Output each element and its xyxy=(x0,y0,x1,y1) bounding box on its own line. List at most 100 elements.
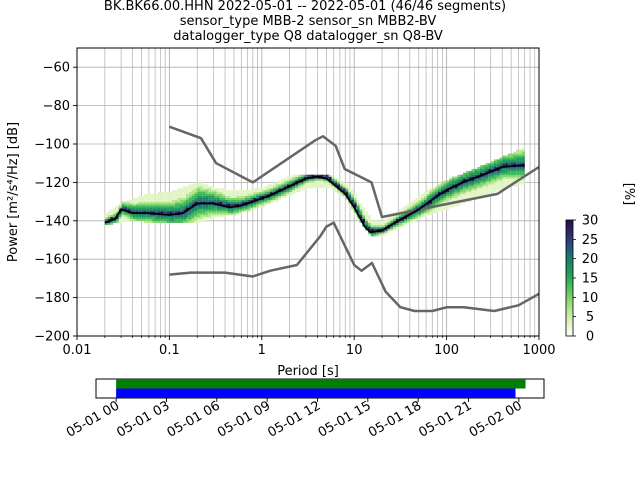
heatmap-cell xyxy=(421,215,424,218)
heatmap-cell xyxy=(457,178,461,181)
heatmap-cell xyxy=(121,201,125,204)
heatmap-cell xyxy=(113,215,117,218)
new-low-noise-model-line xyxy=(169,221,540,313)
heatmap-cell xyxy=(401,215,405,218)
heatmap-cell xyxy=(460,195,464,198)
heatmap-cell xyxy=(519,168,522,172)
heatmap-cell xyxy=(174,216,178,220)
heatmap-cell xyxy=(519,172,522,175)
heatmap-cell xyxy=(477,186,480,189)
heatmap-cell xyxy=(174,192,178,195)
heatmap-cell xyxy=(197,195,200,198)
heatmap-cell xyxy=(353,195,357,198)
heatmap-cell xyxy=(160,211,164,214)
heatmap-cell xyxy=(138,195,142,198)
heatmap-cell xyxy=(247,207,251,210)
heatmap-cell xyxy=(510,176,514,179)
heatmap-cell xyxy=(230,195,234,198)
heatmap-cell xyxy=(477,168,480,172)
heatmap-cell xyxy=(283,182,287,185)
heatmap-cell xyxy=(177,216,181,220)
heatmap-cell xyxy=(116,220,119,223)
heatmap-cell xyxy=(521,153,525,156)
heatmap-cell xyxy=(477,182,480,185)
heatmap-cell xyxy=(171,207,175,210)
heatmap-cell xyxy=(345,197,349,200)
heatmap-cell xyxy=(236,193,240,197)
heatmap-cell xyxy=(488,165,492,168)
heatmap-cell xyxy=(157,209,161,212)
heatmap-cell xyxy=(345,188,349,191)
heatmap-cell xyxy=(177,211,181,214)
heatmap-cell xyxy=(429,201,433,204)
heatmap-cell xyxy=(146,199,150,202)
heatmap-cell xyxy=(174,193,178,197)
heatmap-cell xyxy=(275,195,279,198)
heatmap-cell xyxy=(303,176,307,179)
heatmap-cell xyxy=(471,180,475,183)
heatmap-cell xyxy=(247,199,251,202)
heatmap-cell xyxy=(423,199,427,202)
y-tick-label: −140 xyxy=(34,214,70,229)
heatmap-cell xyxy=(253,205,256,208)
heatmap-cell xyxy=(485,188,489,191)
heatmap-cell xyxy=(499,174,503,177)
heatmap-cell xyxy=(269,201,273,204)
heatmap-cell xyxy=(185,216,189,220)
heatmap-cell xyxy=(141,209,145,212)
heatmap-cell xyxy=(180,188,184,191)
heatmap-cell xyxy=(454,182,458,185)
heatmap-cell xyxy=(474,188,478,191)
heatmap-cell xyxy=(367,222,371,225)
heatmap-cell xyxy=(157,192,161,195)
heatmap-cell xyxy=(505,172,508,175)
heatmap-cell xyxy=(521,155,525,158)
heatmap-cell xyxy=(457,195,461,198)
heatmap-cell xyxy=(163,192,167,195)
plot-frame xyxy=(76,47,540,337)
heatmap-cell xyxy=(219,190,223,193)
heatmap-cell xyxy=(261,203,265,206)
heatmap-cell xyxy=(513,153,517,156)
heatmap-cell xyxy=(407,207,410,210)
heatmap-cell xyxy=(180,195,184,198)
heatmap-cell xyxy=(255,201,259,204)
heatmap-cell xyxy=(479,176,483,179)
heatmap-cell xyxy=(199,205,203,208)
heatmap-cell xyxy=(429,195,433,198)
heatmap-cell xyxy=(230,197,234,200)
heatmap-cell xyxy=(188,193,192,197)
heatmap-cell xyxy=(328,176,332,179)
heatmap-cell xyxy=(216,190,220,193)
heatmap-cell xyxy=(339,186,343,189)
heatmap-cell xyxy=(491,165,494,168)
heatmap-cell xyxy=(163,209,167,212)
heatmap-cell xyxy=(208,209,212,212)
heatmap-cell xyxy=(345,186,349,189)
heatmap-cell xyxy=(247,190,251,193)
heatmap-cell xyxy=(426,209,430,212)
heatmap-cell xyxy=(208,207,212,210)
heatmap-cell xyxy=(516,184,520,187)
heatmap-cell xyxy=(124,207,128,210)
heatmap-cell xyxy=(479,182,483,185)
heatmap-cell xyxy=(261,195,265,198)
heatmap-cell xyxy=(110,220,114,223)
heatmap-cell xyxy=(451,203,455,206)
heatmap-cell xyxy=(255,203,259,206)
heatmap-cell xyxy=(149,216,153,220)
heatmap-cell xyxy=(113,213,117,216)
heatmap-cell xyxy=(451,195,455,198)
heatmap-cell xyxy=(135,201,139,204)
heatmap-cell xyxy=(471,178,475,181)
heatmap-cell xyxy=(194,188,198,191)
heatmap-cell xyxy=(157,197,161,200)
heatmap-cell xyxy=(491,163,494,166)
heatmap-cell xyxy=(488,184,492,187)
heatmap-cell xyxy=(211,211,214,214)
heatmap-cell xyxy=(451,205,455,208)
heatmap-cell xyxy=(479,165,483,168)
heatmap-cell xyxy=(435,207,438,210)
heatmap-cell xyxy=(241,207,245,210)
heatmap-cell xyxy=(373,226,377,229)
